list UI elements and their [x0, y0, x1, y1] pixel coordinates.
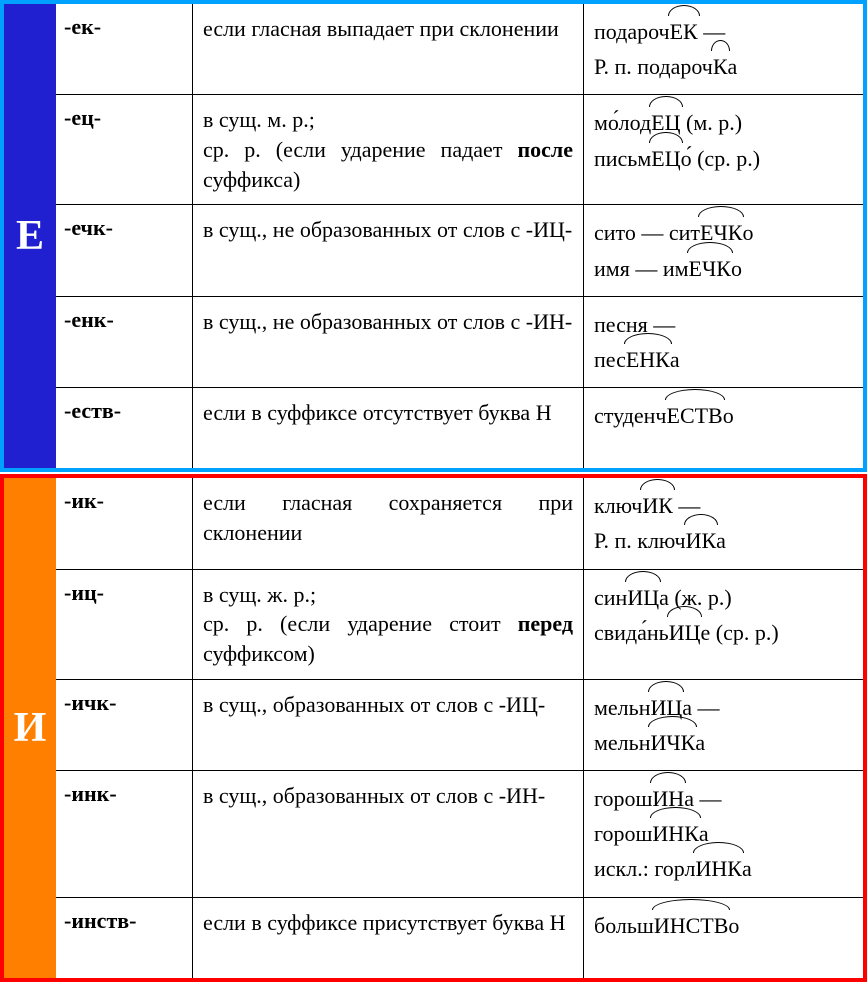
suffix-cell: -инк- [56, 771, 193, 897]
rule-cell: если в суффиксе отсутствует буква Н [193, 388, 584, 468]
suffix-cell: -ек- [56, 4, 193, 94]
suffix-cell: -енк- [56, 297, 193, 387]
rule-cell: если в суффиксе присутствует буква Н [193, 898, 584, 978]
table-row: -ек- если гласная выпадает при склонении… [56, 4, 863, 95]
suffix-cell: -ичк- [56, 680, 193, 770]
example-cell: синИЦа (ж. р.)свида́ньИЦе (ср. р.) [584, 570, 863, 679]
example-cell: сито — ситЕЧКоимя — имЕЧКо [584, 205, 863, 295]
example-cell: большИНСТВо [584, 898, 863, 978]
rule-cell: в сущ., образованных от слов с -ИН- [193, 771, 584, 897]
suffix-cell: -ец- [56, 95, 193, 204]
suffix-cell: -иц- [56, 570, 193, 679]
letter-e-label: Е [16, 212, 44, 260]
suffix-cell: -еств- [56, 388, 193, 468]
example-cell: студенчЕСТВо [584, 388, 863, 468]
table-row: -ик- если гласная сохраняется при склоне… [56, 478, 863, 569]
table-row: -инств- если в суффиксе присутствует бук… [56, 898, 863, 978]
section-e-rows: -ек- если гласная выпадает при склонении… [56, 4, 863, 468]
letter-e-cell: Е [4, 4, 56, 468]
table-row: -еств- если в суффиксе отсутствует буква… [56, 388, 863, 468]
section-i-rows: -ик- если гласная сохраняется при склоне… [56, 478, 863, 977]
section-i: И -ик- если гласная сохраняется при скло… [0, 474, 867, 981]
table-row: -ечк- в сущ., не образованных от слов с … [56, 205, 863, 296]
letter-i-label: И [14, 704, 47, 752]
example-cell: ключИК —Р. п. ключИКа [584, 478, 863, 568]
rule-cell: в сущ., образованных от слов с -ИЦ- [193, 680, 584, 770]
table-row: -ичк- в сущ., образованных от слов с -ИЦ… [56, 680, 863, 771]
table-row: -енк- в сущ., не образованных от слов с … [56, 297, 863, 388]
suffix-cell: -инств- [56, 898, 193, 978]
table-row: -ец- в сущ. м. р.;ср. р. (если ударение … [56, 95, 863, 205]
rule-cell: если гласная сохраняется при склонении [193, 478, 584, 568]
suffix-cell: -ечк- [56, 205, 193, 295]
rule-cell: если гласная выпадает при склонении [193, 4, 584, 94]
table-row: -иц- в сущ. ж. р.;ср. р. (если ударение … [56, 570, 863, 680]
table-row: -инк- в сущ., образованных от слов с -ИН… [56, 771, 863, 898]
rule-cell: в сущ., не образованных от слов с -ИН- [193, 297, 584, 387]
suffix-cell: -ик- [56, 478, 193, 568]
example-cell: горошИНа —горошИНКаискл.: горлИНКа [584, 771, 863, 897]
letter-i-cell: И [4, 478, 56, 977]
rule-cell: в сущ. ж. р.;ср. р. (если ударение стоит… [193, 570, 584, 679]
suffix-table: Е -ек- если гласная выпадает при склонен… [0, 0, 867, 984]
example-cell: мо́лодЕЦ (м. р.)письмЕЦо́ (ср. р.) [584, 95, 863, 204]
example-cell: подарочЕК —Р. п. подарочКа [584, 4, 863, 94]
section-e: Е -ек- если гласная выпадает при склонен… [0, 0, 867, 472]
example-cell: песня —песЕНКа [584, 297, 863, 387]
rule-cell: в сущ. м. р.;ср. р. (если ударение падае… [193, 95, 584, 204]
rule-cell: в сущ., не образованных от слов с -ИЦ- [193, 205, 584, 295]
example-cell: мельнИЦа —мельнИЧКа [584, 680, 863, 770]
